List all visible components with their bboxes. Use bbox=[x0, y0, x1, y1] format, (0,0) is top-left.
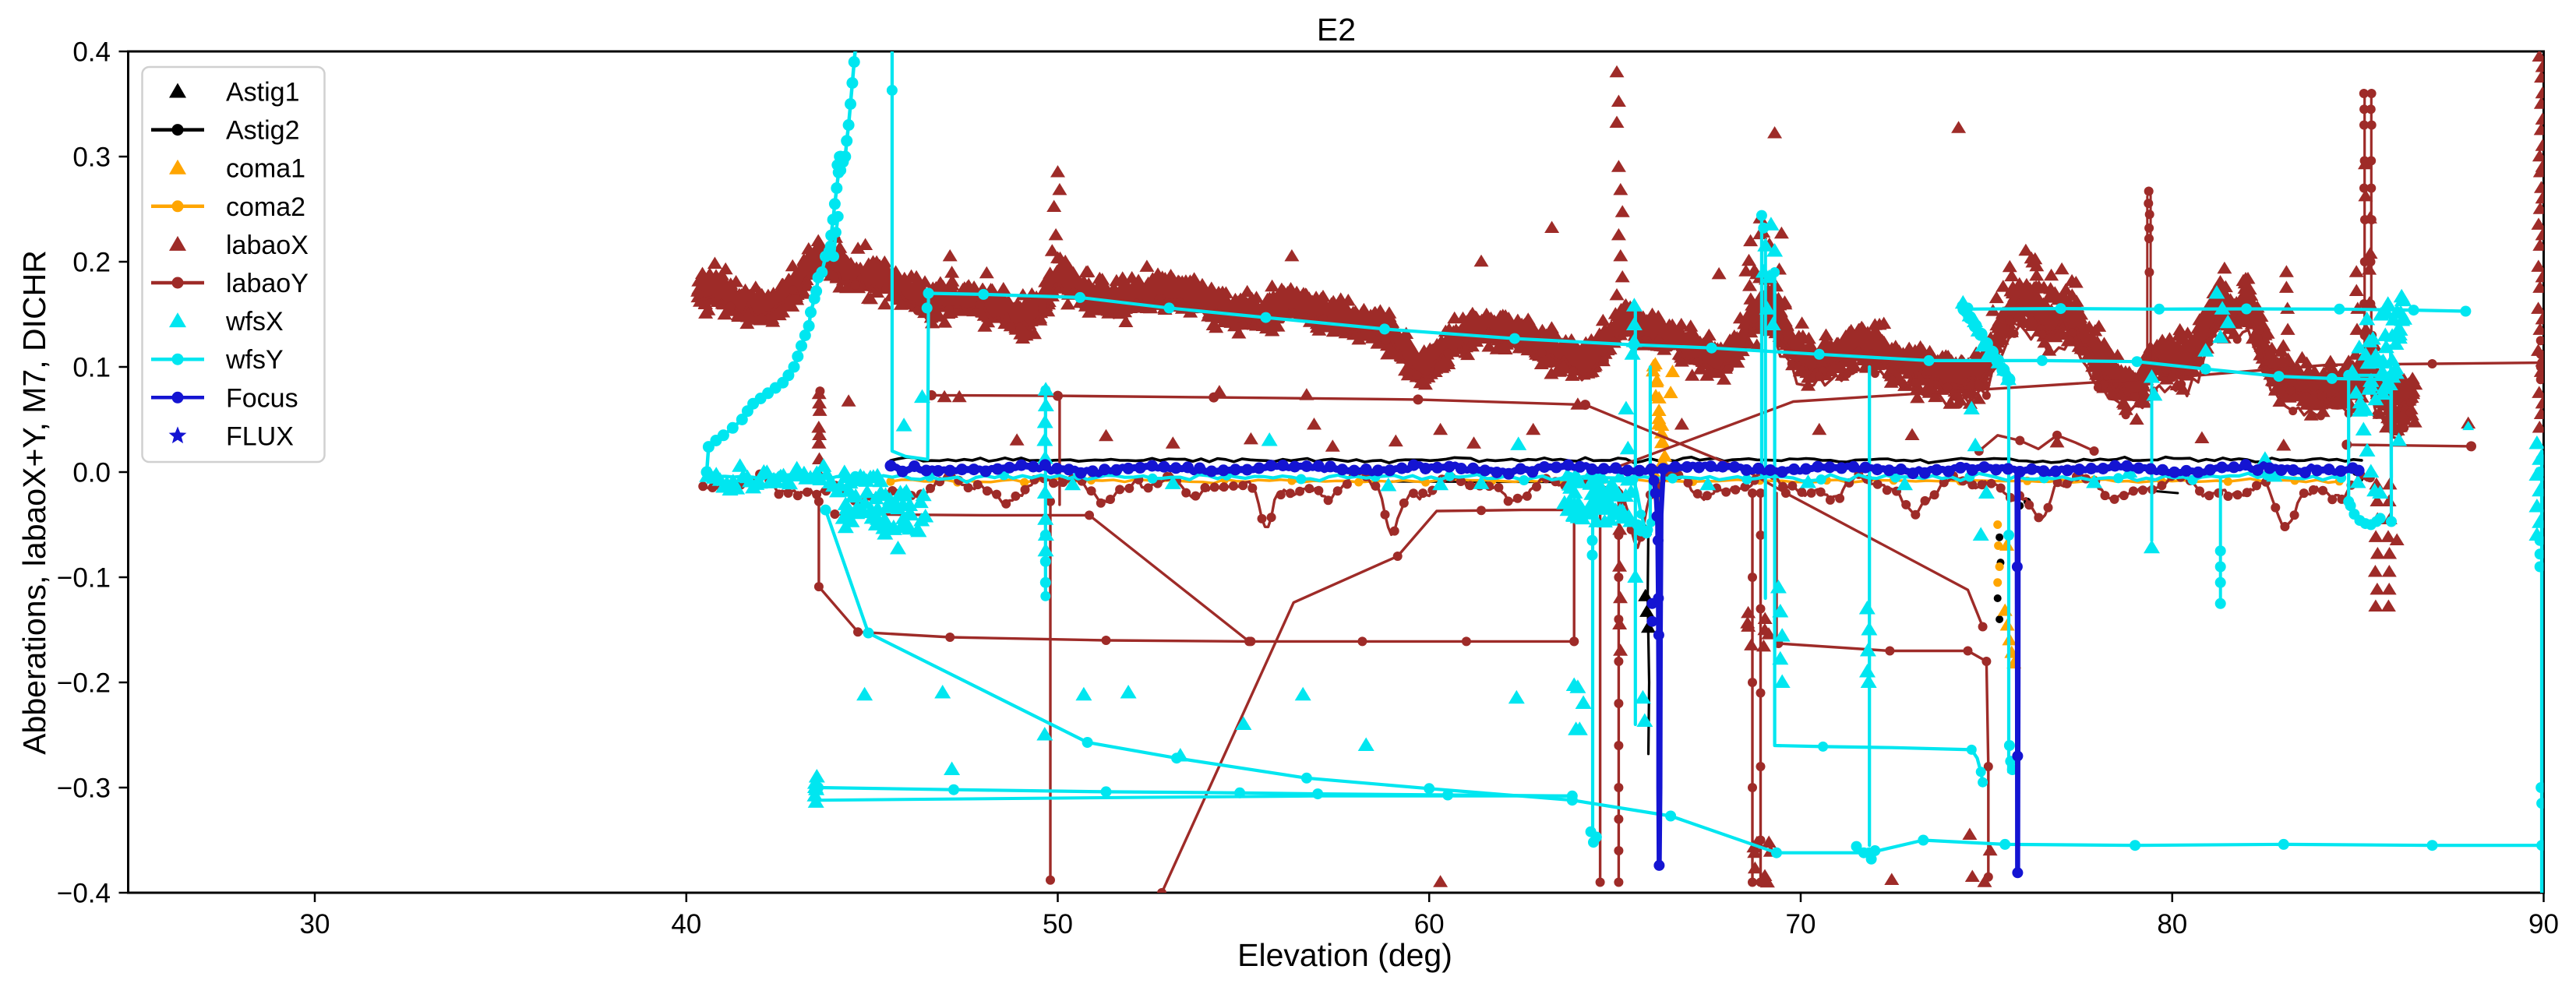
svg-text:−0.3: −0.3 bbox=[57, 774, 111, 804]
svg-text:50: 50 bbox=[1043, 909, 1073, 939]
svg-text:0.4: 0.4 bbox=[72, 37, 111, 68]
svg-text:−0.4: −0.4 bbox=[57, 879, 111, 909]
svg-text:Astig1: Astig1 bbox=[226, 78, 300, 108]
svg-text:Astig2: Astig2 bbox=[226, 116, 300, 146]
svg-text:Focus: Focus bbox=[226, 383, 298, 413]
svg-text:90: 90 bbox=[2528, 909, 2559, 939]
svg-text:labaoY: labaoY bbox=[226, 269, 309, 298]
svg-text:E2: E2 bbox=[1317, 12, 1356, 48]
svg-text:−0.2: −0.2 bbox=[57, 668, 111, 699]
svg-text:40: 40 bbox=[671, 909, 701, 939]
svg-text:80: 80 bbox=[2157, 909, 2187, 939]
svg-text:Abberations, labaoX+Y, M7, DIC: Abberations, labaoX+Y, M7, DICHR bbox=[16, 250, 52, 755]
svg-text:−0.1: −0.1 bbox=[57, 563, 111, 594]
svg-text:0.3: 0.3 bbox=[72, 143, 111, 173]
svg-text:0.2: 0.2 bbox=[72, 248, 111, 278]
svg-text:70: 70 bbox=[1786, 909, 1816, 939]
svg-text:wfsX: wfsX bbox=[225, 307, 284, 337]
svg-text:0.0: 0.0 bbox=[72, 458, 111, 488]
svg-text:60: 60 bbox=[1414, 909, 1445, 939]
svg-text:Elevation (deg): Elevation (deg) bbox=[1237, 937, 1452, 973]
svg-text:FLUX: FLUX bbox=[226, 421, 294, 451]
svg-text:coma2: coma2 bbox=[226, 192, 305, 222]
svg-text:wfsY: wfsY bbox=[225, 345, 284, 375]
svg-text:labaoX: labaoX bbox=[226, 231, 309, 260]
svg-text:0.1: 0.1 bbox=[72, 353, 111, 383]
svg-text:coma1: coma1 bbox=[226, 154, 305, 184]
svg-text:30: 30 bbox=[300, 909, 330, 939]
